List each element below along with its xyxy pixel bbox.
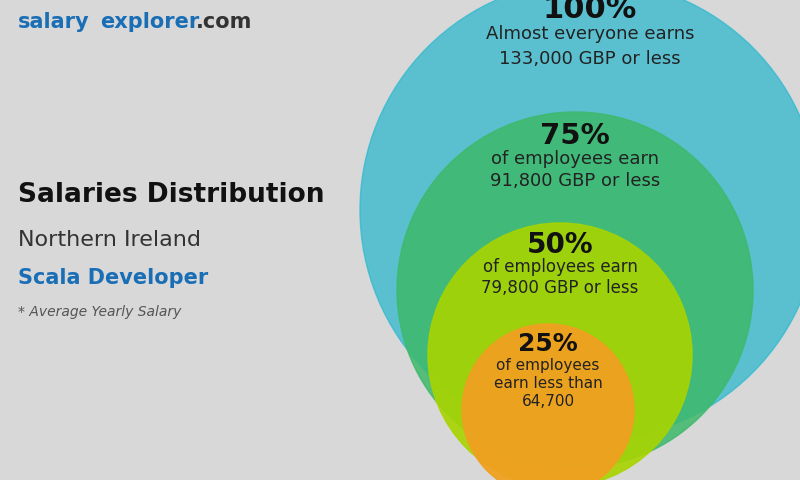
Text: * Average Yearly Salary: * Average Yearly Salary (18, 305, 182, 319)
Text: .com: .com (196, 12, 252, 32)
Circle shape (360, 0, 800, 440)
Text: 25%: 25% (518, 332, 578, 356)
Circle shape (397, 112, 753, 468)
Text: 50%: 50% (526, 231, 594, 259)
Circle shape (462, 324, 634, 480)
Text: Scala Developer: Scala Developer (18, 268, 208, 288)
Text: Northern Ireland: Northern Ireland (18, 230, 201, 250)
Text: 100%: 100% (543, 0, 637, 24)
Text: of employees: of employees (496, 358, 600, 373)
Text: of employees earn: of employees earn (491, 150, 659, 168)
Text: 79,800 GBP or less: 79,800 GBP or less (482, 279, 638, 297)
Text: earn less than: earn less than (494, 376, 602, 391)
Text: Salaries Distribution: Salaries Distribution (18, 182, 325, 208)
Text: explorer: explorer (100, 12, 199, 32)
Text: Almost everyone earns: Almost everyone earns (486, 25, 694, 43)
Circle shape (428, 223, 692, 480)
Text: of employees earn: of employees earn (482, 258, 638, 276)
Text: 91,800 GBP or less: 91,800 GBP or less (490, 172, 660, 190)
Text: 133,000 GBP or less: 133,000 GBP or less (499, 50, 681, 68)
Text: 75%: 75% (540, 122, 610, 150)
Text: 64,700: 64,700 (522, 394, 574, 409)
Text: salary: salary (18, 12, 90, 32)
